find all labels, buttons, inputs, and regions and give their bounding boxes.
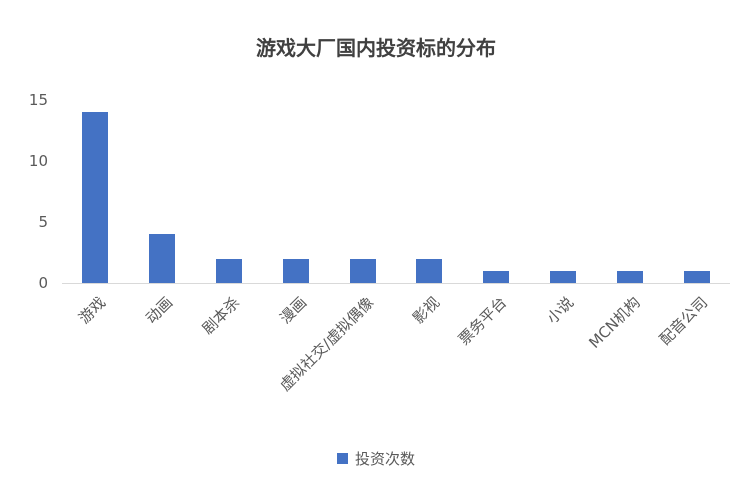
x-tick-label-1: 动画 xyxy=(142,293,177,328)
x-tick-label-5: 影视 xyxy=(409,293,444,328)
bar-6 xyxy=(483,270,510,283)
bar-1 xyxy=(149,234,176,283)
x-tick-label-6: 票务平台 xyxy=(455,293,511,349)
legend-marker-icon xyxy=(336,453,348,464)
y-tick-label-15: 15 xyxy=(28,91,48,109)
plot-area xyxy=(62,100,730,283)
legend: 投资次数 xyxy=(0,448,752,469)
x-tick-label-8: MCN机构 xyxy=(585,293,644,352)
bar-8 xyxy=(616,270,643,283)
bar-3 xyxy=(282,258,309,283)
x-axis-category-labels: 游戏 动画 剧本杀 漫画 虚拟社交/虚拟偶像 影视 票务平台 小说 MCN机构 配音公司 xyxy=(62,292,730,442)
y-axis-tick-labels: 0 5 10 15 xyxy=(8,91,48,292)
chart-title: 游戏大厂国内投资标的分布 xyxy=(256,36,496,60)
legend-series-label: 投资次数 xyxy=(354,450,415,468)
bar-7 xyxy=(550,270,576,283)
bar-0 xyxy=(82,112,109,283)
x-tick-label-2: 剧本杀 xyxy=(198,293,244,338)
y-tick-label-5: 5 xyxy=(38,213,48,231)
y-tick-label-0: 0 xyxy=(38,274,48,292)
y-tick-label-10: 10 xyxy=(28,152,48,170)
x-tick-label-9: 配音公司 xyxy=(655,293,711,349)
bar-5 xyxy=(416,258,443,283)
bar-9 xyxy=(683,270,710,283)
x-tick-label-0: 游戏 xyxy=(75,293,110,328)
x-axis-line xyxy=(62,283,730,284)
x-tick-label-7: 小说 xyxy=(543,293,578,328)
x-tick-label-3: 漫画 xyxy=(275,293,310,328)
bar-2 xyxy=(216,258,242,283)
bar-4 xyxy=(349,258,376,283)
